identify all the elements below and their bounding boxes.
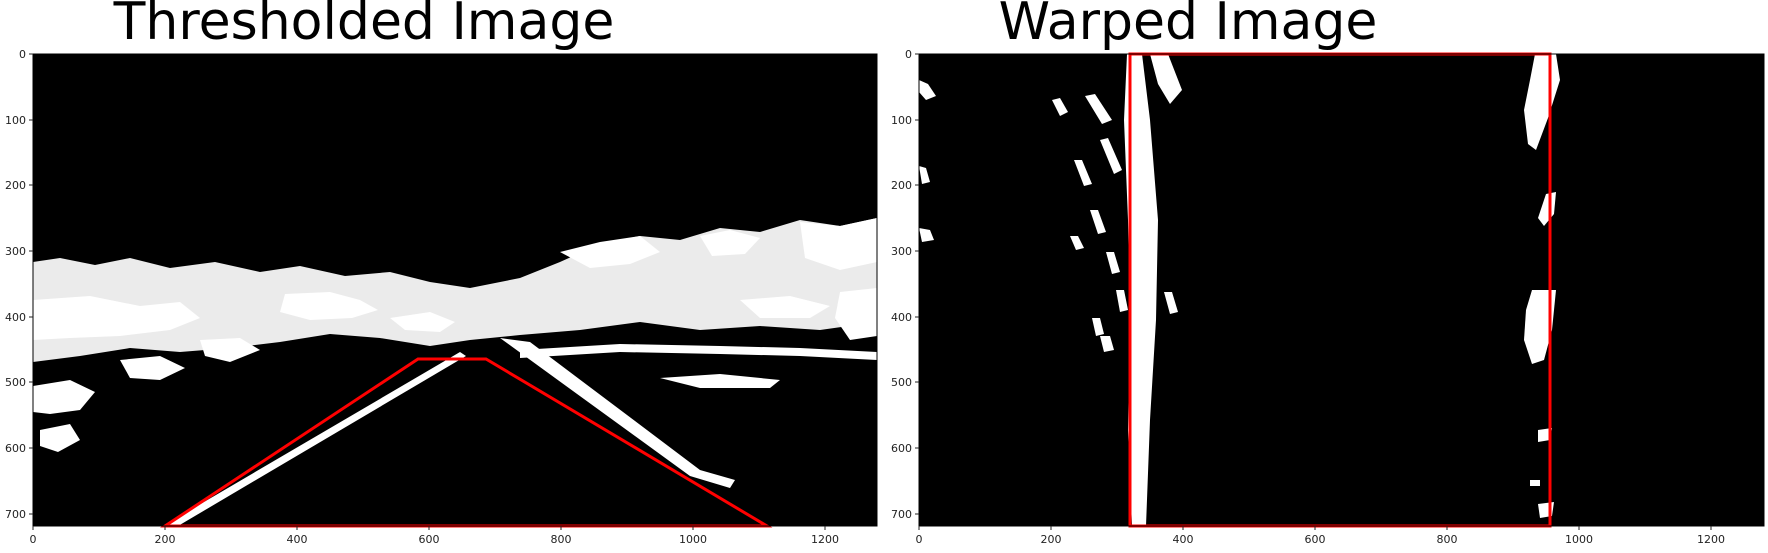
thresholded-axes-frame <box>32 53 878 527</box>
warped-axes-frame <box>918 53 1765 527</box>
x-tick-label: 1200 <box>811 533 839 546</box>
x-tick-label: 600 <box>419 533 440 546</box>
x-tick-label: 400 <box>1173 533 1194 546</box>
y-tick-label: 600 <box>891 442 912 455</box>
y-tick-label: 300 <box>5 245 26 258</box>
warped-image <box>918 52 1765 528</box>
thresholded-image-title: Thresholded Image <box>113 0 615 52</box>
warped-y-axis: 0 100 200 300 400 500 600 700 <box>891 48 919 521</box>
thresholded-y-axis: 0 100 200 300 400 500 600 700 <box>5 48 33 521</box>
y-tick-label: 200 <box>5 179 26 192</box>
warped-x-axis: 0 200 400 600 800 1000 1200 <box>916 526 1725 546</box>
y-tick-label: 600 <box>5 442 26 455</box>
y-tick-label: 700 <box>5 508 26 521</box>
thresholded-white-regions <box>33 218 877 526</box>
y-tick-label: 100 <box>5 114 26 127</box>
x-tick-label: 1200 <box>1697 533 1725 546</box>
y-tick-label: 500 <box>891 376 912 389</box>
x-tick-label: 1000 <box>1565 533 1593 546</box>
y-tick-label: 400 <box>891 311 912 324</box>
y-tick-label: 0 <box>905 48 912 61</box>
warped-image-title: Warped Image <box>998 0 1378 52</box>
x-tick-label: 800 <box>551 533 572 546</box>
y-tick-label: 700 <box>891 508 912 521</box>
x-tick-label: 200 <box>155 533 176 546</box>
y-tick-label: 400 <box>5 311 26 324</box>
y-tick-label: 0 <box>19 48 26 61</box>
x-tick-label: 200 <box>1041 533 1062 546</box>
x-tick-label: 0 <box>916 533 923 546</box>
x-tick-label: 1000 <box>679 533 707 546</box>
y-tick-label: 500 <box>5 376 26 389</box>
warped-white-regions <box>919 54 1560 526</box>
thresholded-image <box>32 53 878 528</box>
warped-image-background <box>919 54 1764 526</box>
x-tick-label: 800 <box>1437 533 1458 546</box>
y-tick-label: 200 <box>891 179 912 192</box>
x-tick-label: 400 <box>287 533 308 546</box>
y-tick-label: 300 <box>891 245 912 258</box>
x-tick-label: 600 <box>1305 533 1326 546</box>
thresholded-x-axis: 0 200 400 600 800 1000 1200 <box>30 526 839 546</box>
y-tick-label: 100 <box>891 114 912 127</box>
x-tick-label: 0 <box>30 533 37 546</box>
